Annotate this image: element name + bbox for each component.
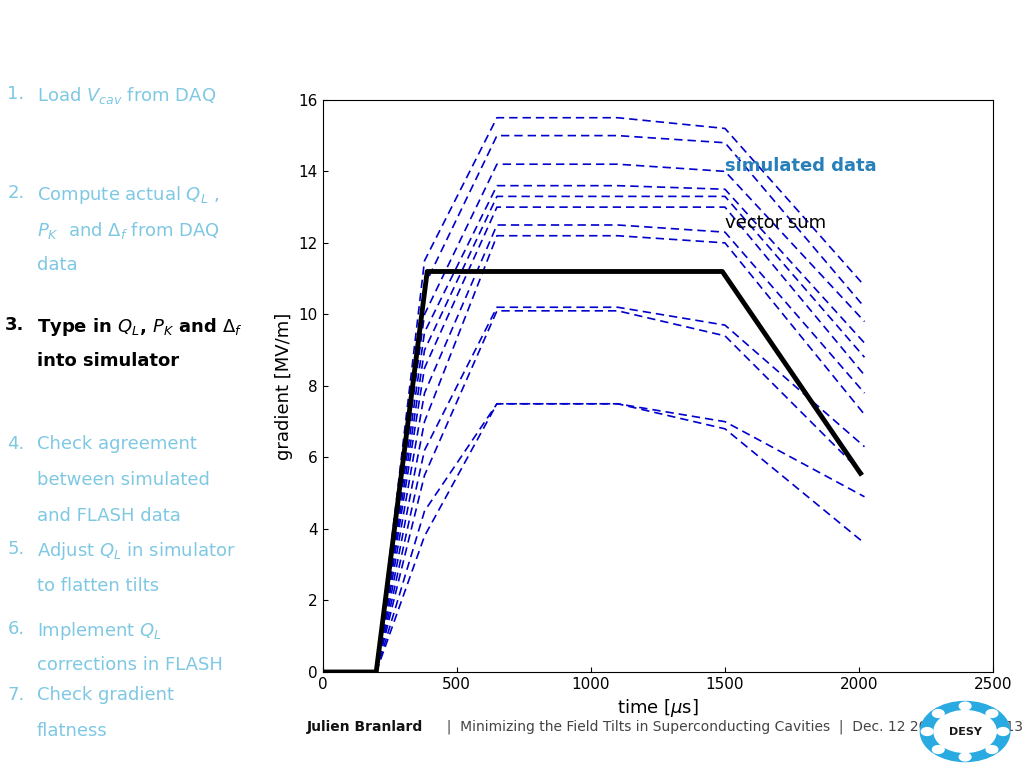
Text: 1.: 1. [7,84,25,103]
Circle shape [933,746,944,753]
Text: 3.: 3. [5,316,25,334]
Text: Check agreement: Check agreement [37,435,197,452]
Circle shape [921,701,1010,762]
Text: vector sum: vector sum [725,214,826,232]
Text: data: data [37,257,78,274]
Text: flatness: flatness [37,722,108,740]
Text: and FLASH data: and FLASH data [37,508,181,525]
Circle shape [933,710,944,717]
Text: Load $V_{cav}$ from DAQ: Load $V_{cav}$ from DAQ [37,84,216,106]
Text: corrections in FLASH: corrections in FLASH [37,656,223,674]
Text: Implement $Q_L$: Implement $Q_L$ [37,620,162,641]
Y-axis label: gradient [MV/m]: gradient [MV/m] [274,313,293,459]
Text: simulated data: simulated data [725,157,877,175]
Text: 2.: 2. [7,184,25,202]
Text: 5.: 5. [7,541,25,558]
Text: II. Calibration procedure: II. Calibration procedure [18,27,516,61]
Circle shape [986,710,997,717]
Circle shape [934,710,996,753]
Text: Type in $Q_L$, $P_K$ and $\Delta_f$: Type in $Q_L$, $P_K$ and $\Delta_f$ [37,316,243,338]
Circle shape [922,727,933,736]
Text: 4.: 4. [7,435,25,452]
Text: DESY: DESY [948,727,982,737]
Text: 7.: 7. [7,686,25,703]
Circle shape [959,753,971,761]
Text: into simulator: into simulator [37,353,179,370]
Text: 6.: 6. [7,620,25,637]
Text: Julien Branlard: Julien Branlard [307,720,424,733]
Text: to flatten tilts: to flatten tilts [37,577,159,594]
Circle shape [997,727,1009,736]
Circle shape [959,702,971,710]
Text: Check gradient: Check gradient [37,686,174,703]
Text: $P_K$  and $\Delta_f$ from DAQ: $P_K$ and $\Delta_f$ from DAQ [37,220,220,241]
Text: between simulated: between simulated [37,471,210,489]
Circle shape [986,746,997,753]
X-axis label: time [$\mu$s]: time [$\mu$s] [617,697,698,720]
Text: Compute actual $Q_L$ ,: Compute actual $Q_L$ , [37,184,219,206]
Text: |  Minimizing the Field Tilts in Superconducting Cavities  |  Dec. 12 2011  |  P: | Minimizing the Field Tilts in Supercon… [438,720,1023,733]
Text: Adjust $Q_L$ in simulator: Adjust $Q_L$ in simulator [37,541,236,562]
